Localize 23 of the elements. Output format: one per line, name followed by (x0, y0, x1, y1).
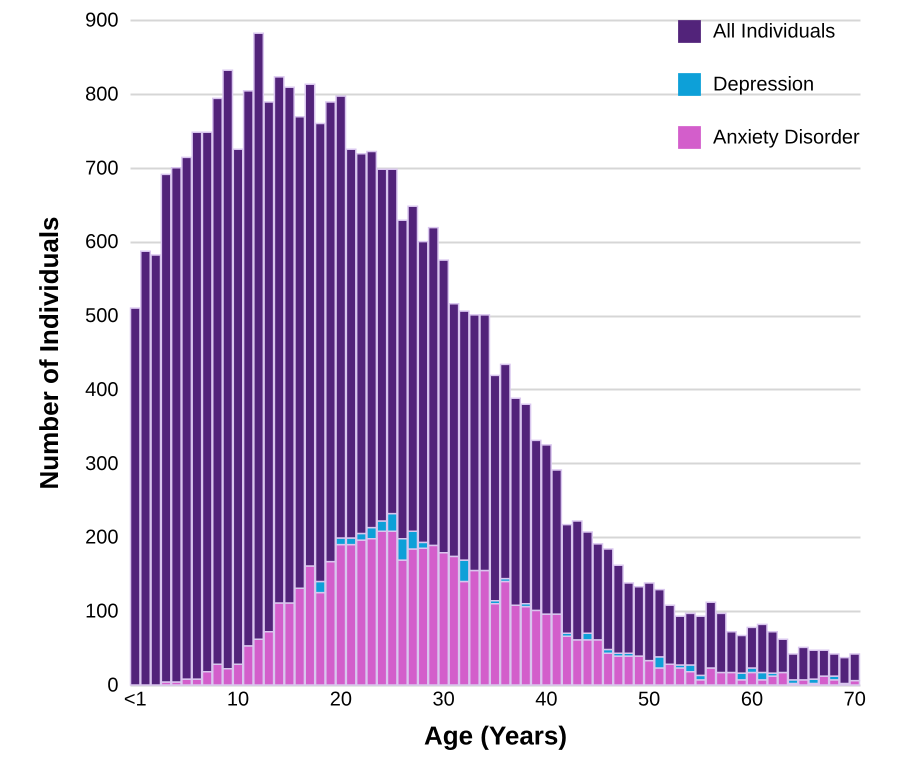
y-tick-label: 100 (85, 600, 118, 623)
y-tick-label: 600 (85, 231, 118, 254)
legend-label: Anxiety Disorder (713, 126, 860, 148)
x-axis-title: Age (Years) (424, 720, 568, 750)
y-tick-label: 200 (85, 526, 118, 549)
x-tick-label: <1 (124, 688, 147, 710)
x-tick-label: 20 (330, 688, 352, 710)
y-tick-label: 700 (85, 157, 118, 180)
y-axis-title: Number of Individuals (34, 216, 64, 490)
x-tick-label: 60 (740, 688, 764, 710)
x-tick-label: 30 (432, 688, 455, 710)
y-tick-label: 900 (85, 10, 118, 32)
y-tick-label: 0 (107, 674, 118, 696)
y-tick-label: 300 (85, 452, 118, 475)
legend-label: Depression (713, 74, 814, 96)
x-tick-label: 10 (226, 688, 250, 710)
y-tick-label: 400 (85, 378, 118, 401)
y-tick-label: 800 (85, 83, 118, 106)
x-tick-label: 40 (535, 688, 558, 710)
x-tick-label: 70 (844, 688, 866, 710)
legend-label: All Individuals (713, 20, 836, 42)
y-tick-label: 500 (85, 305, 118, 328)
x-tick-label: 50 (638, 688, 660, 710)
